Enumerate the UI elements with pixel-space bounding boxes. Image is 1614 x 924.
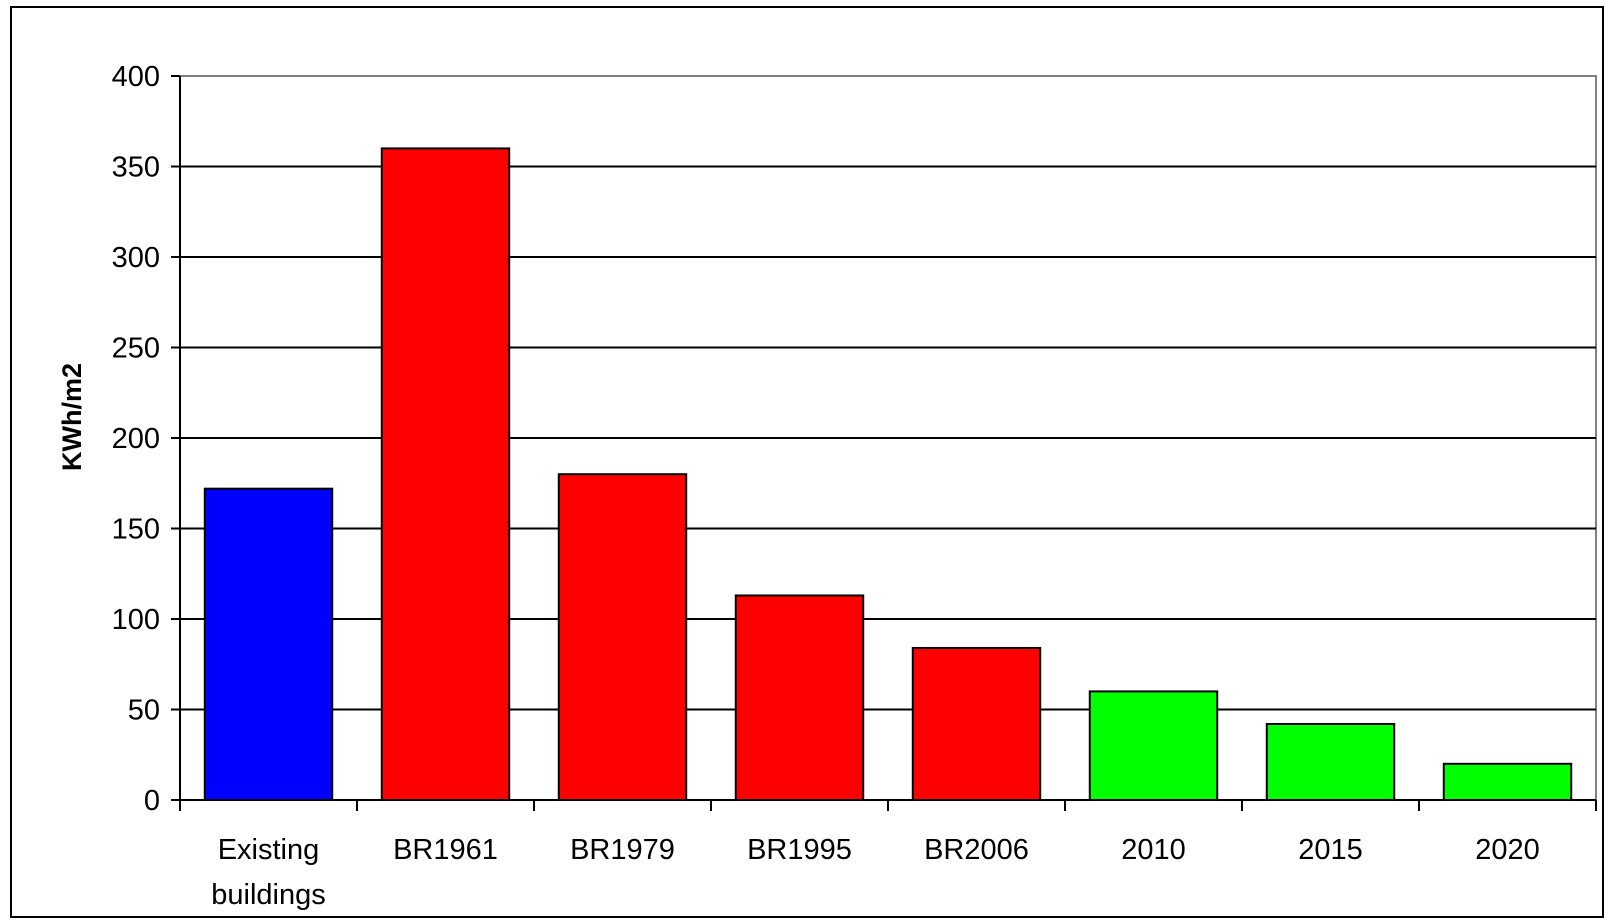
y-tick-label: 100 — [112, 604, 160, 636]
bars — [203, 147, 1573, 802]
x-tick-label: BR1995 — [747, 834, 852, 866]
bar — [1088, 690, 1219, 802]
y-tick-label: 250 — [112, 333, 160, 365]
x-tick-label: BR1979 — [570, 834, 675, 866]
y-tick-label: 50 — [128, 695, 160, 727]
bar — [203, 487, 334, 801]
y-tick-label: 300 — [112, 242, 160, 274]
x-tick-label: BR1961 — [393, 834, 498, 866]
y-tick-label: 350 — [112, 152, 160, 184]
x-tick-label: BR2006 — [924, 834, 1029, 866]
y-tick-label: 400 — [112, 61, 160, 93]
axes — [171, 75, 1597, 811]
tick-labels: 0 50 100 150 200 250 300 350 400 Existing building… — [112, 61, 1540, 911]
bar — [380, 147, 511, 801]
y-tick-label: 150 — [112, 514, 160, 546]
x-tick-label: 2015 — [1298, 834, 1363, 866]
bar — [911, 646, 1042, 802]
y-tick-label: 0 — [144, 785, 160, 817]
y-axis-title: KWh/m2 — [57, 363, 87, 471]
x-tick-label: Existing buildings — [211, 834, 325, 911]
bar — [1442, 762, 1573, 801]
x-tick-label: 2020 — [1475, 834, 1540, 866]
bar — [734, 594, 865, 801]
x-tick-label: 2010 — [1121, 834, 1186, 866]
bar — [557, 473, 688, 801]
y-tick-label: 200 — [112, 423, 160, 455]
bar — [1265, 722, 1396, 801]
